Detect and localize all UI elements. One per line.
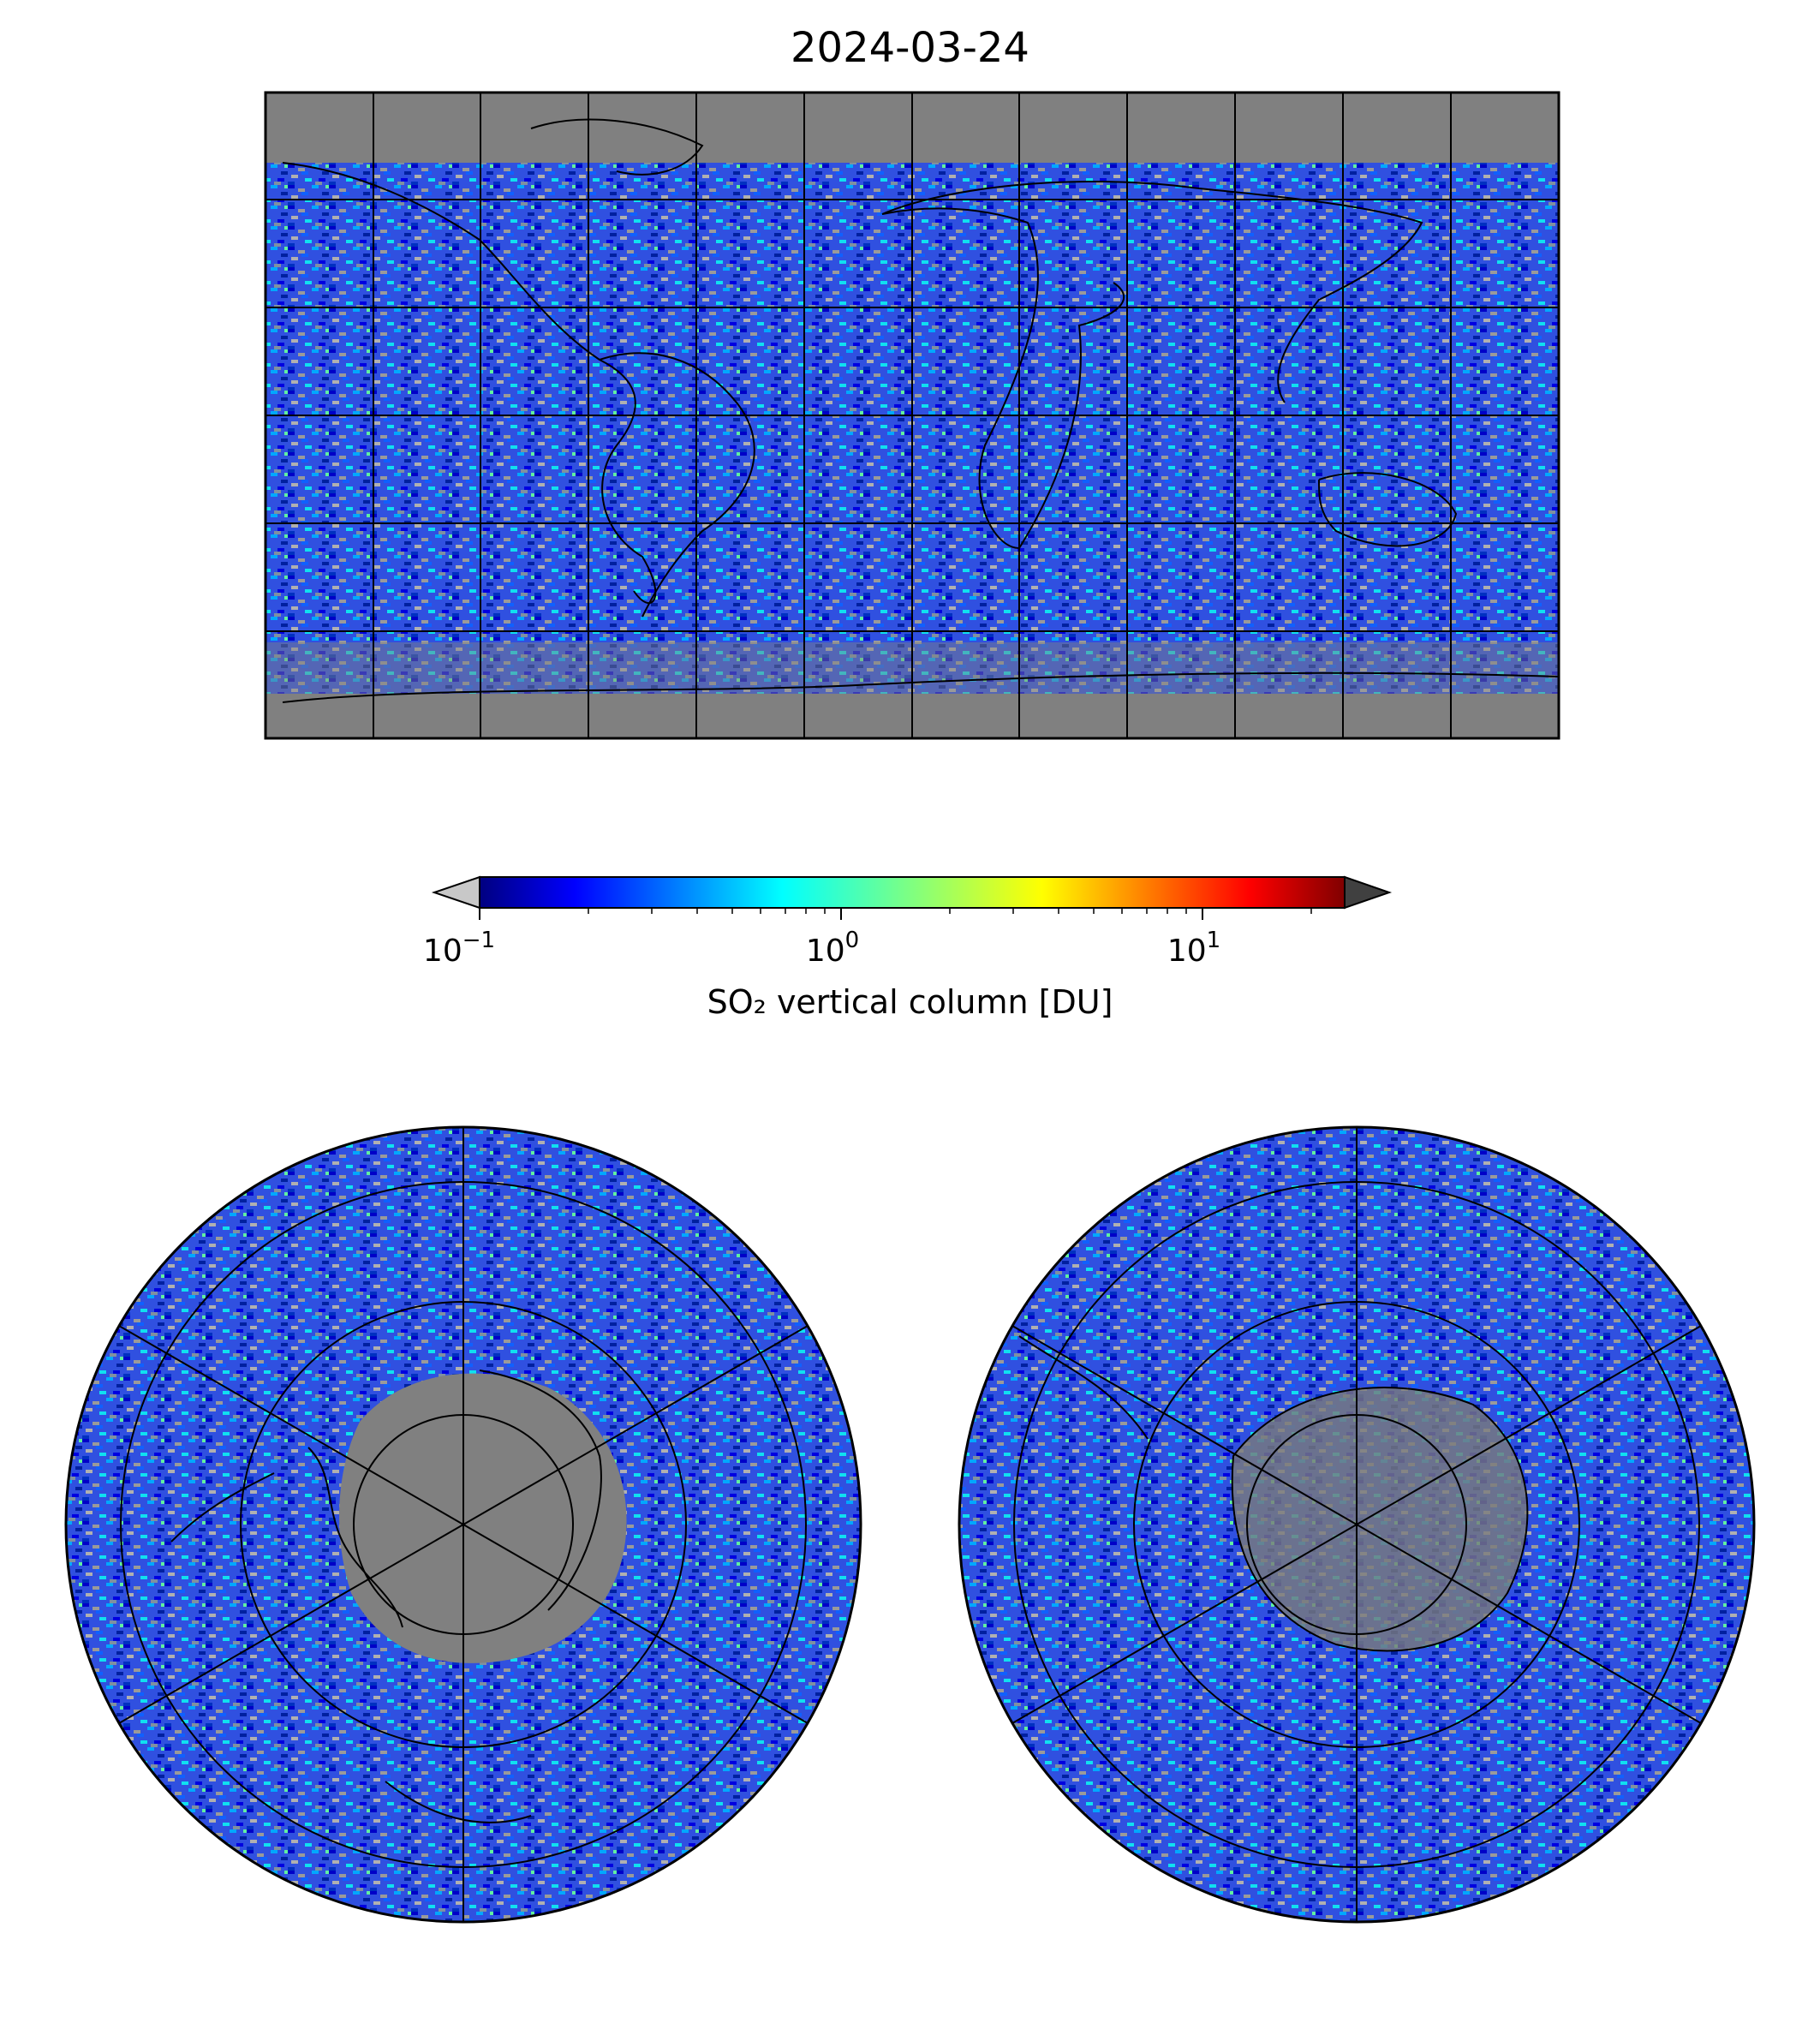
colorbar: 10−1 100 101 <box>423 875 1393 969</box>
colorbar-under-extend <box>431 875 480 910</box>
south-polar-coastlines <box>1018 1335 1529 1652</box>
north-polar-coastlines <box>170 1370 602 1823</box>
south-polar-antarctica <box>1232 1387 1528 1651</box>
south-polar-frame <box>958 1125 1756 1924</box>
colorbar-minor-ticks <box>588 908 1312 914</box>
global-graticule <box>266 92 1559 738</box>
colorbar-gradient <box>480 877 1345 908</box>
global-map <box>264 91 1560 740</box>
colorbar-tick-label-1: 100 <box>806 928 859 969</box>
north-polar-frame <box>64 1125 862 1924</box>
colorbar-over-extend <box>1344 875 1393 910</box>
north-polar-no-data-cap <box>339 1373 627 1663</box>
north-polar-map <box>64 1125 862 1924</box>
colorbar-frame <box>479 876 1346 909</box>
north-polar-graticule <box>118 1127 809 1922</box>
global-map-frame <box>264 91 1560 740</box>
colorbar-label: SO₂ vertical column [DU] <box>707 983 1113 1021</box>
colorbar-ticks <box>479 908 1203 920</box>
colorbar-tick-label-2: 101 <box>1167 928 1220 969</box>
global-coastlines <box>282 118 1560 703</box>
south-polar-graticule <box>1011 1127 1702 1922</box>
colorbar-tick-label-0: 10−1 <box>423 928 495 969</box>
figure-title: 2024-03-24 <box>791 24 1029 72</box>
south-polar-map <box>958 1125 1756 1924</box>
